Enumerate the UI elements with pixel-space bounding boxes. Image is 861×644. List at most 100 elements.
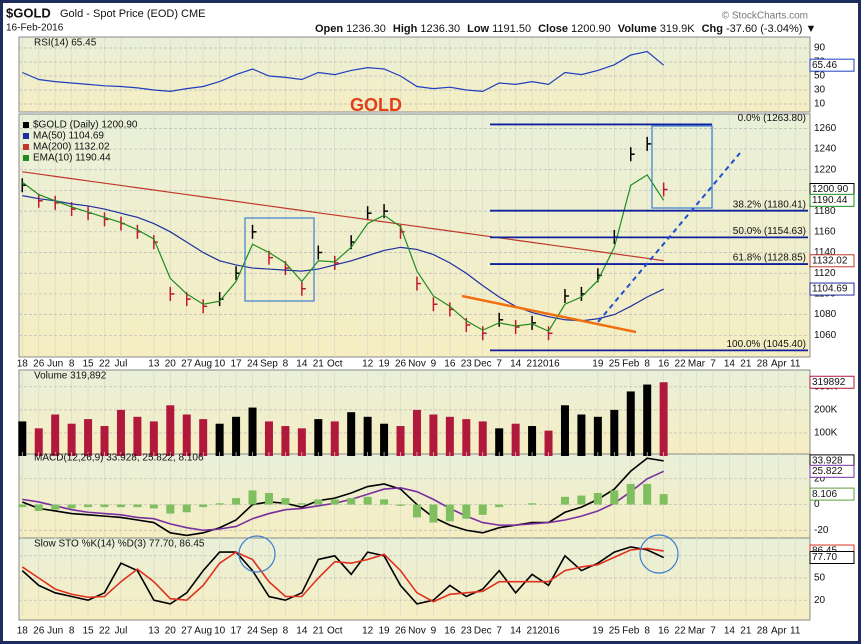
x-tick-label: Dec xyxy=(474,359,492,370)
quote-label: Volume xyxy=(618,23,657,35)
y-tick-label: 90 xyxy=(814,43,826,54)
x-tick-label: 16 xyxy=(658,626,670,637)
series-line xyxy=(21,174,665,332)
series-line xyxy=(22,50,665,93)
histogram-bar xyxy=(34,504,43,511)
fib-label: 61.8% (1128.85) xyxy=(733,253,806,264)
y-tick-label: 1240 xyxy=(814,144,837,155)
volume-bar xyxy=(264,421,273,456)
volume-bar xyxy=(610,409,619,456)
volume-bar xyxy=(478,421,487,456)
series-line xyxy=(21,547,664,603)
fib-label: 38.2% (1180.41) xyxy=(733,199,806,210)
highlight-box xyxy=(651,125,713,209)
quote-value: 1236.30 xyxy=(346,23,386,35)
y-tick-label: 1060 xyxy=(814,330,837,341)
histogram-bar xyxy=(478,504,487,515)
value-tag-label: 319892 xyxy=(812,377,846,388)
legend-entry: EMA(10) 1190.44 xyxy=(33,153,111,164)
x-tick-label: 17 xyxy=(231,359,243,370)
x-tick-label: Jun xyxy=(47,359,63,370)
x-tick-label: Mar xyxy=(688,626,706,637)
quote-value: 1200.90 xyxy=(571,23,611,35)
x-tick-label: 2016 xyxy=(537,626,560,637)
x-tick-label: 18 xyxy=(17,359,29,370)
x-tick-label: 9 xyxy=(431,626,437,637)
volume-bar xyxy=(363,416,372,456)
histogram-bar xyxy=(396,504,405,506)
x-tick-label: 22 xyxy=(99,359,111,370)
histogram-bar xyxy=(215,503,224,505)
y-tick-label: 1180 xyxy=(814,206,836,217)
legend-swatch xyxy=(23,133,29,139)
x-tick-label: 12 xyxy=(362,626,374,637)
highlight-circle xyxy=(639,534,679,574)
x-tick-label: 13 xyxy=(148,359,160,370)
sto-panel xyxy=(18,537,811,621)
x-tick-label: 18 xyxy=(17,626,29,637)
volume-bar xyxy=(116,409,125,456)
quote-value: 319.9K xyxy=(660,23,696,35)
volume-bar xyxy=(560,405,569,456)
x-tick-label: 2016 xyxy=(537,359,560,370)
histogram-bar xyxy=(593,492,602,505)
x-tick-label: 23 xyxy=(461,626,473,637)
value-tag-label: 1132.02 xyxy=(812,255,848,266)
y-tick-label: 50 xyxy=(814,573,826,584)
x-tick-label: Nov xyxy=(408,359,426,370)
volume-bar xyxy=(232,416,241,456)
x-tick-label: 28 xyxy=(757,626,769,637)
histogram-bar xyxy=(182,504,191,513)
y-tick-label: 1120 xyxy=(814,268,836,279)
x-tick-label: Sep xyxy=(260,626,278,637)
annotations xyxy=(238,125,741,574)
volume-bar xyxy=(462,419,471,456)
volume-bar xyxy=(396,426,405,456)
x-tick-label: 21 xyxy=(313,359,325,370)
x-tick-label: 21 xyxy=(740,359,752,370)
x-tick-label: Nov xyxy=(408,626,426,637)
x-tick-label: 24 xyxy=(247,626,259,637)
value-tag-label: 77.70 xyxy=(812,552,837,563)
histogram-bar xyxy=(462,504,471,519)
value-tag-label: 1190.44 xyxy=(812,195,848,206)
x-tick-label: 17 xyxy=(231,626,243,637)
x-tick-label: 7 xyxy=(496,359,502,370)
histogram-bar xyxy=(610,490,619,505)
x-tick-label: 13 xyxy=(148,626,160,637)
quote-label: Open xyxy=(315,23,343,35)
y-tick-label: 1220 xyxy=(814,164,837,175)
price-panel xyxy=(18,113,811,358)
highlight-circle xyxy=(238,535,276,573)
x-tick-label: 19 xyxy=(592,359,604,370)
y-tick-label: 1160 xyxy=(814,226,836,237)
histogram-bar xyxy=(18,504,27,508)
histogram-bar xyxy=(67,504,76,509)
x-tick-label: 7 xyxy=(710,626,716,637)
volume-bar xyxy=(659,382,668,456)
value-tag-label: 1200.90 xyxy=(812,184,849,195)
volume-bar xyxy=(84,419,93,456)
x-tick-label: 10 xyxy=(214,359,226,370)
x-tick-label: 8 xyxy=(283,626,289,637)
x-tick-label: 21 xyxy=(527,359,539,370)
trend-line xyxy=(597,152,741,323)
x-tick-label: 14 xyxy=(510,626,522,637)
x-tick-label: 12 xyxy=(362,359,374,370)
x-tick-label: 8 xyxy=(283,359,289,370)
x-tick-label: 14 xyxy=(296,359,308,370)
quote-label: Low xyxy=(467,23,489,35)
volume-bar xyxy=(412,409,421,456)
histogram-bar xyxy=(445,504,454,522)
histogram-bar xyxy=(281,498,290,505)
x-tick-label: 22 xyxy=(675,626,687,637)
histogram-bar xyxy=(84,504,93,508)
x-tick-label: 20 xyxy=(165,359,177,370)
histogram-bar xyxy=(429,504,438,523)
x-tick-label: 26 xyxy=(33,359,45,370)
histogram-bar xyxy=(560,496,569,505)
value-tag xyxy=(809,254,855,268)
x-tick-label: 15 xyxy=(83,359,95,370)
histogram-bar xyxy=(51,504,60,510)
volume-bar xyxy=(248,407,257,456)
